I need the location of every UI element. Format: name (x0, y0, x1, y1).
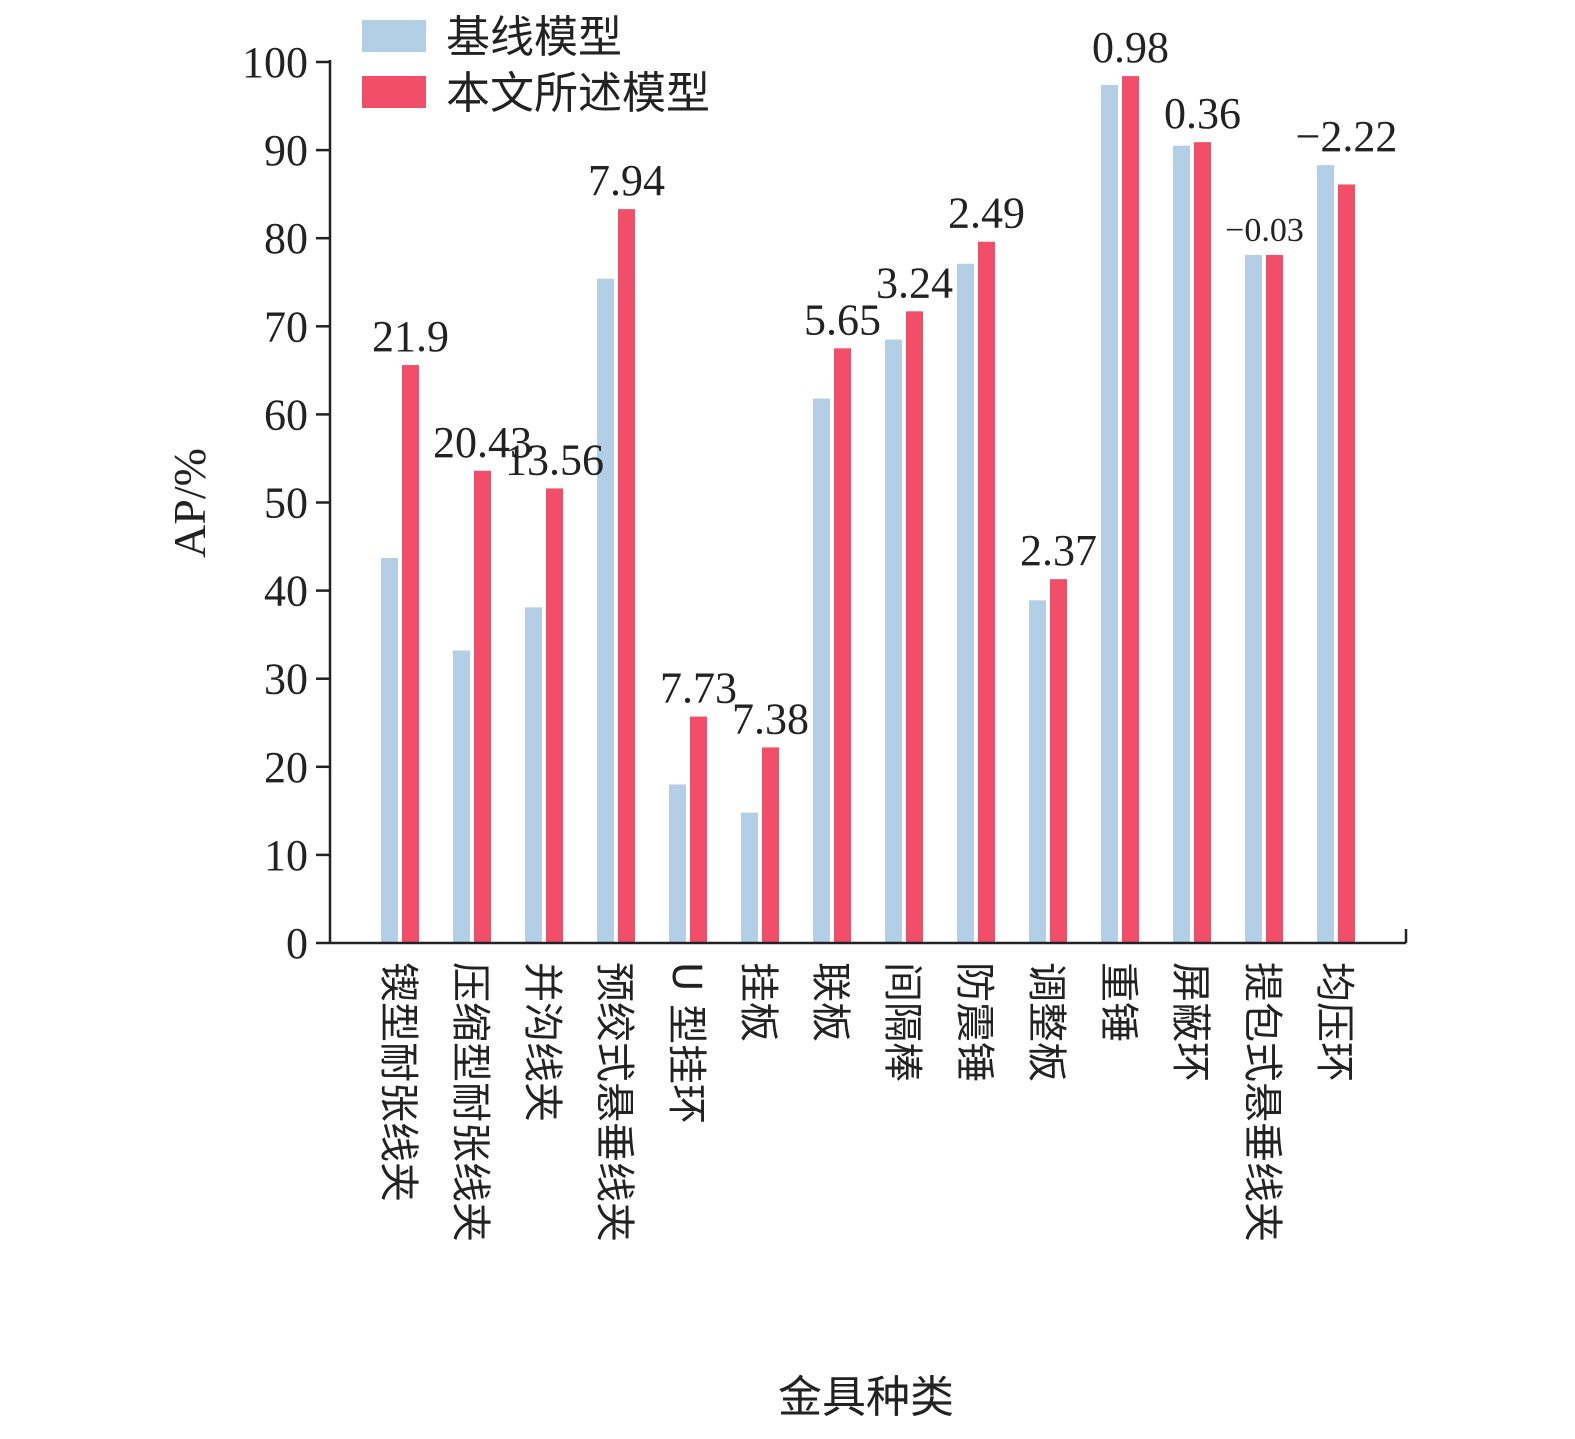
category-label: U 型挂环 (663, 962, 709, 1124)
bar-baseline-5 (741, 812, 758, 943)
bar-value-label: −2.22 (1296, 112, 1398, 161)
bar-value-label: 20.43 (433, 418, 532, 467)
category-label: 挂板 (735, 962, 781, 1042)
bar-value-label: 0.98 (1092, 23, 1169, 72)
category-label: 间隔棒 (879, 962, 925, 1082)
bar-value-label: 2.37 (1020, 526, 1097, 575)
y-tick-label: 60 (264, 390, 308, 439)
legend-label-proposed: 本文所述模型 (446, 68, 710, 119)
bar-baseline-11 (1173, 145, 1190, 943)
bar-baseline-9 (1029, 600, 1046, 943)
y-tick-label: 100 (242, 38, 308, 87)
bar-proposed-5 (762, 747, 779, 943)
bar-baseline-13 (1317, 165, 1334, 943)
bar-value-label: 7.73 (660, 664, 737, 713)
y-tick-label: 90 (264, 126, 308, 175)
category-label: 压缩型耐张线夹 (447, 962, 493, 1242)
category-label: 重锤 (1095, 962, 1141, 1042)
bar-value-label: 2.49 (948, 189, 1025, 238)
bar-value-label: 7.94 (588, 156, 665, 205)
bar-proposed-10 (1122, 76, 1139, 943)
bar-proposed-4 (690, 716, 707, 943)
bar-value-label: −0.03 (1225, 212, 1304, 249)
bar-baseline-10 (1101, 84, 1118, 943)
category-label: 锲型耐张线夹 (375, 962, 421, 1202)
y-tick-label: 80 (264, 214, 308, 263)
bar-proposed-0 (402, 365, 419, 944)
bar-proposed-9 (1050, 579, 1067, 943)
bar-proposed-13 (1338, 184, 1355, 944)
x-axis (330, 929, 1408, 945)
category-label: 联板 (807, 962, 853, 1042)
bar-proposed-6 (834, 348, 851, 943)
x-axis-title: 金具种类 (778, 1372, 954, 1423)
y-tick-label: 40 (264, 567, 308, 616)
bars (381, 76, 1355, 944)
category-labels: 锲型耐张线夹 压缩型耐张线夹 并沟线夹 预绞式悬垂线夹 U 型挂环 挂板 联板 间隔棒 防震锤调… (375, 962, 1357, 1242)
bar-value-label: 7.38 (732, 694, 809, 743)
bar-proposed-8 (978, 241, 995, 943)
y-tick-label: 70 (264, 302, 308, 351)
category-label: 均压环 (1311, 962, 1357, 1082)
bar-value-label: 13.56 (505, 435, 604, 484)
bar-value-label: 3.24 (876, 258, 953, 307)
legend: 基线模型 本文所述模型 (362, 12, 710, 119)
y-tick-label: 0 (286, 919, 308, 968)
bar-baseline-3 (597, 278, 614, 943)
bar-baseline-12 (1245, 254, 1262, 944)
legend-swatch-proposed (362, 76, 426, 108)
y-tick-label: 10 (264, 831, 308, 880)
bar-proposed-7 (906, 311, 923, 943)
legend-label-baseline: 基线模型 (446, 12, 622, 63)
bar-baseline-2 (525, 607, 542, 943)
bar-baseline-4 (669, 784, 686, 943)
bar-value-label: 0.36 (1164, 89, 1241, 138)
bar-proposed-12 (1266, 254, 1283, 944)
y-tick-label: 30 (264, 655, 308, 704)
y-tick-label: 50 (264, 479, 308, 528)
y-axis-title: AP/% (164, 448, 215, 558)
bar-baseline-0 (381, 558, 398, 943)
bar-baseline-1 (453, 650, 470, 943)
category-label: 调整板 (1023, 962, 1069, 1082)
bar-proposed-1 (474, 470, 491, 943)
bar-baseline-7 (885, 339, 902, 943)
bar-value-label: 21.9 (372, 312, 449, 361)
category-label: 提包式悬垂线夹 (1239, 962, 1285, 1242)
bar-baseline-6 (813, 398, 830, 943)
y-tick-label: 20 (264, 743, 308, 792)
bar-proposed-11 (1194, 142, 1211, 943)
bar-baseline-8 (957, 263, 974, 943)
category-label: 并沟线夹 (519, 962, 565, 1122)
legend-swatch-baseline (362, 20, 426, 52)
bar-value-label: 5.65 (804, 295, 881, 344)
y-axis: 0 10 20 30 40 50 60 70 80 90 100 (242, 38, 332, 968)
category-label: 预绞式悬垂线夹 (591, 962, 637, 1242)
bar-proposed-3 (618, 209, 635, 943)
category-label: 屏蔽环 (1167, 962, 1213, 1082)
category-label: 防震锤 (951, 962, 997, 1082)
bar-proposed-2 (546, 488, 563, 943)
